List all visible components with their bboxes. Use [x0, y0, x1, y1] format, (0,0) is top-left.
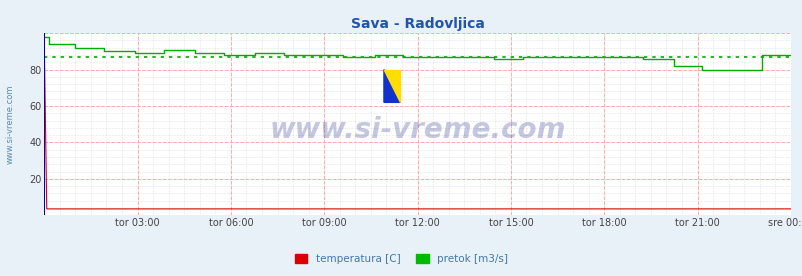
Polygon shape	[383, 70, 400, 102]
Title: Sava - Radovljica: Sava - Radovljica	[350, 17, 484, 31]
Legend: temperatura [C], pretok [m3/s]: temperatura [C], pretok [m3/s]	[290, 250, 512, 268]
Text: www.si-vreme.com: www.si-vreme.com	[269, 116, 565, 144]
Text: www.si-vreme.com: www.si-vreme.com	[6, 84, 15, 164]
Polygon shape	[383, 70, 400, 102]
